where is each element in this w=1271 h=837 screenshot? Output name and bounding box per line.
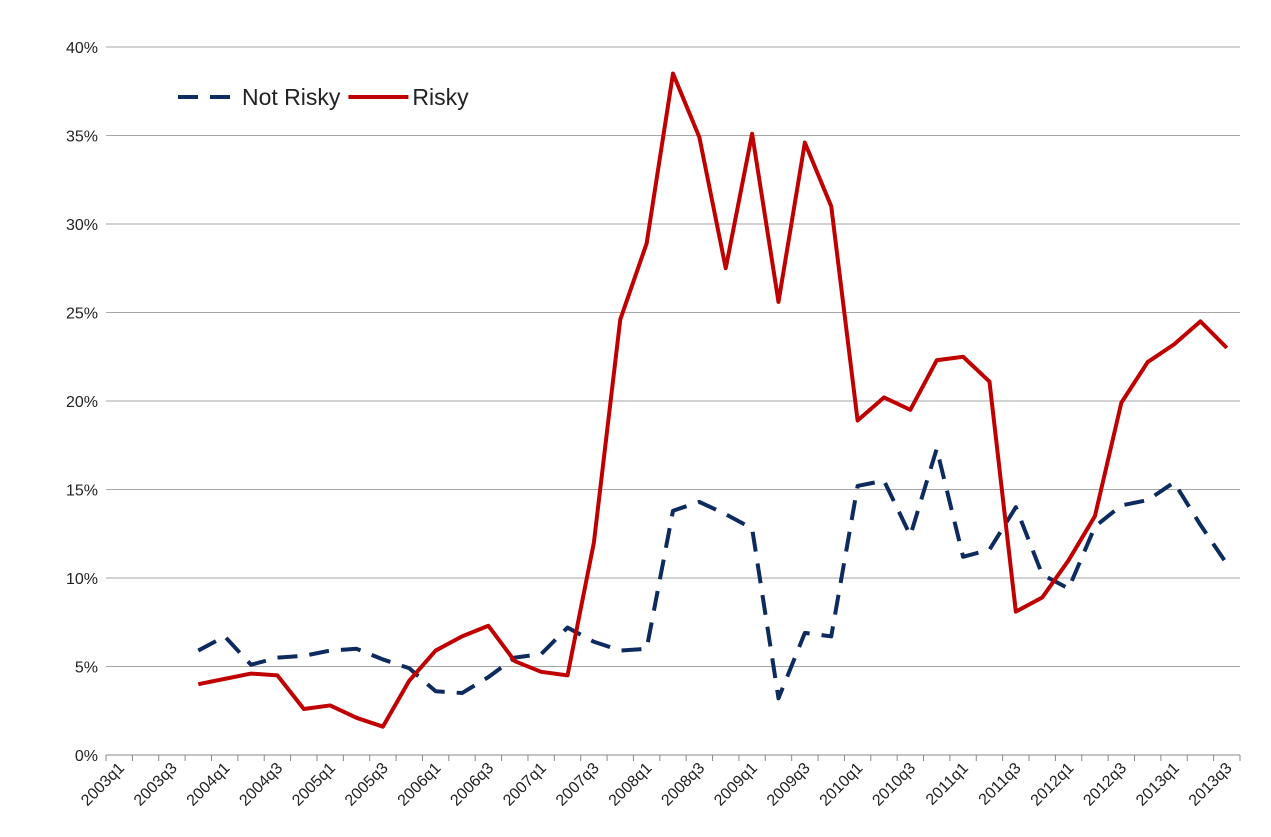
- x-tick-label: 2006q1: [395, 760, 445, 810]
- x-tick-label: 2010q3: [869, 760, 919, 810]
- x-tick-label: 2004q3: [236, 760, 286, 810]
- series-line: [197, 71, 1229, 729]
- x-tick-label: 2008q1: [606, 760, 656, 810]
- x-tick-label: 2008q3: [658, 760, 708, 810]
- x-tick-label: 2013q3: [1186, 760, 1236, 810]
- y-tick-label: 35%: [66, 129, 98, 146]
- x-tick-label: 2004q1: [184, 760, 234, 810]
- series-line: [197, 446, 1229, 701]
- y-tick-label: 10%: [66, 571, 98, 588]
- x-tick-label: 2007q3: [553, 760, 603, 810]
- y-tick-label: 0%: [75, 748, 98, 765]
- x-tick-label: 2013q1: [1133, 760, 1183, 810]
- x-tick-label: 2011q1: [923, 760, 972, 809]
- y-tick-label: 25%: [66, 306, 98, 323]
- legend-label: Risky: [412, 84, 469, 110]
- x-tick-label: 2005q1: [289, 760, 339, 810]
- x-tick-label: 2003q1: [78, 760, 128, 810]
- x-tick-label: 2009q3: [764, 760, 814, 810]
- legend-label: Not Risky: [242, 84, 341, 110]
- y-tick-label: 5%: [75, 660, 98, 677]
- x-tick-label: 2005q3: [342, 760, 392, 810]
- y-tick-label: 20%: [66, 394, 98, 411]
- x-tick-label: 2006q3: [447, 760, 497, 810]
- y-tick-label: 30%: [66, 217, 98, 234]
- x-tick-label: 2007q1: [500, 760, 550, 810]
- x-tick-label: 2012q1: [1028, 760, 1078, 810]
- x-tick-label: 2003q3: [131, 760, 181, 810]
- x-tick-label: 2012q3: [1080, 760, 1130, 810]
- x-tick-label: 2009q1: [711, 760, 761, 810]
- y-tick-label: 15%: [66, 483, 98, 500]
- y-tick-label: 40%: [66, 40, 98, 57]
- x-tick-label: 2011q3: [976, 760, 1025, 809]
- x-tick-label: 2010q1: [817, 760, 867, 810]
